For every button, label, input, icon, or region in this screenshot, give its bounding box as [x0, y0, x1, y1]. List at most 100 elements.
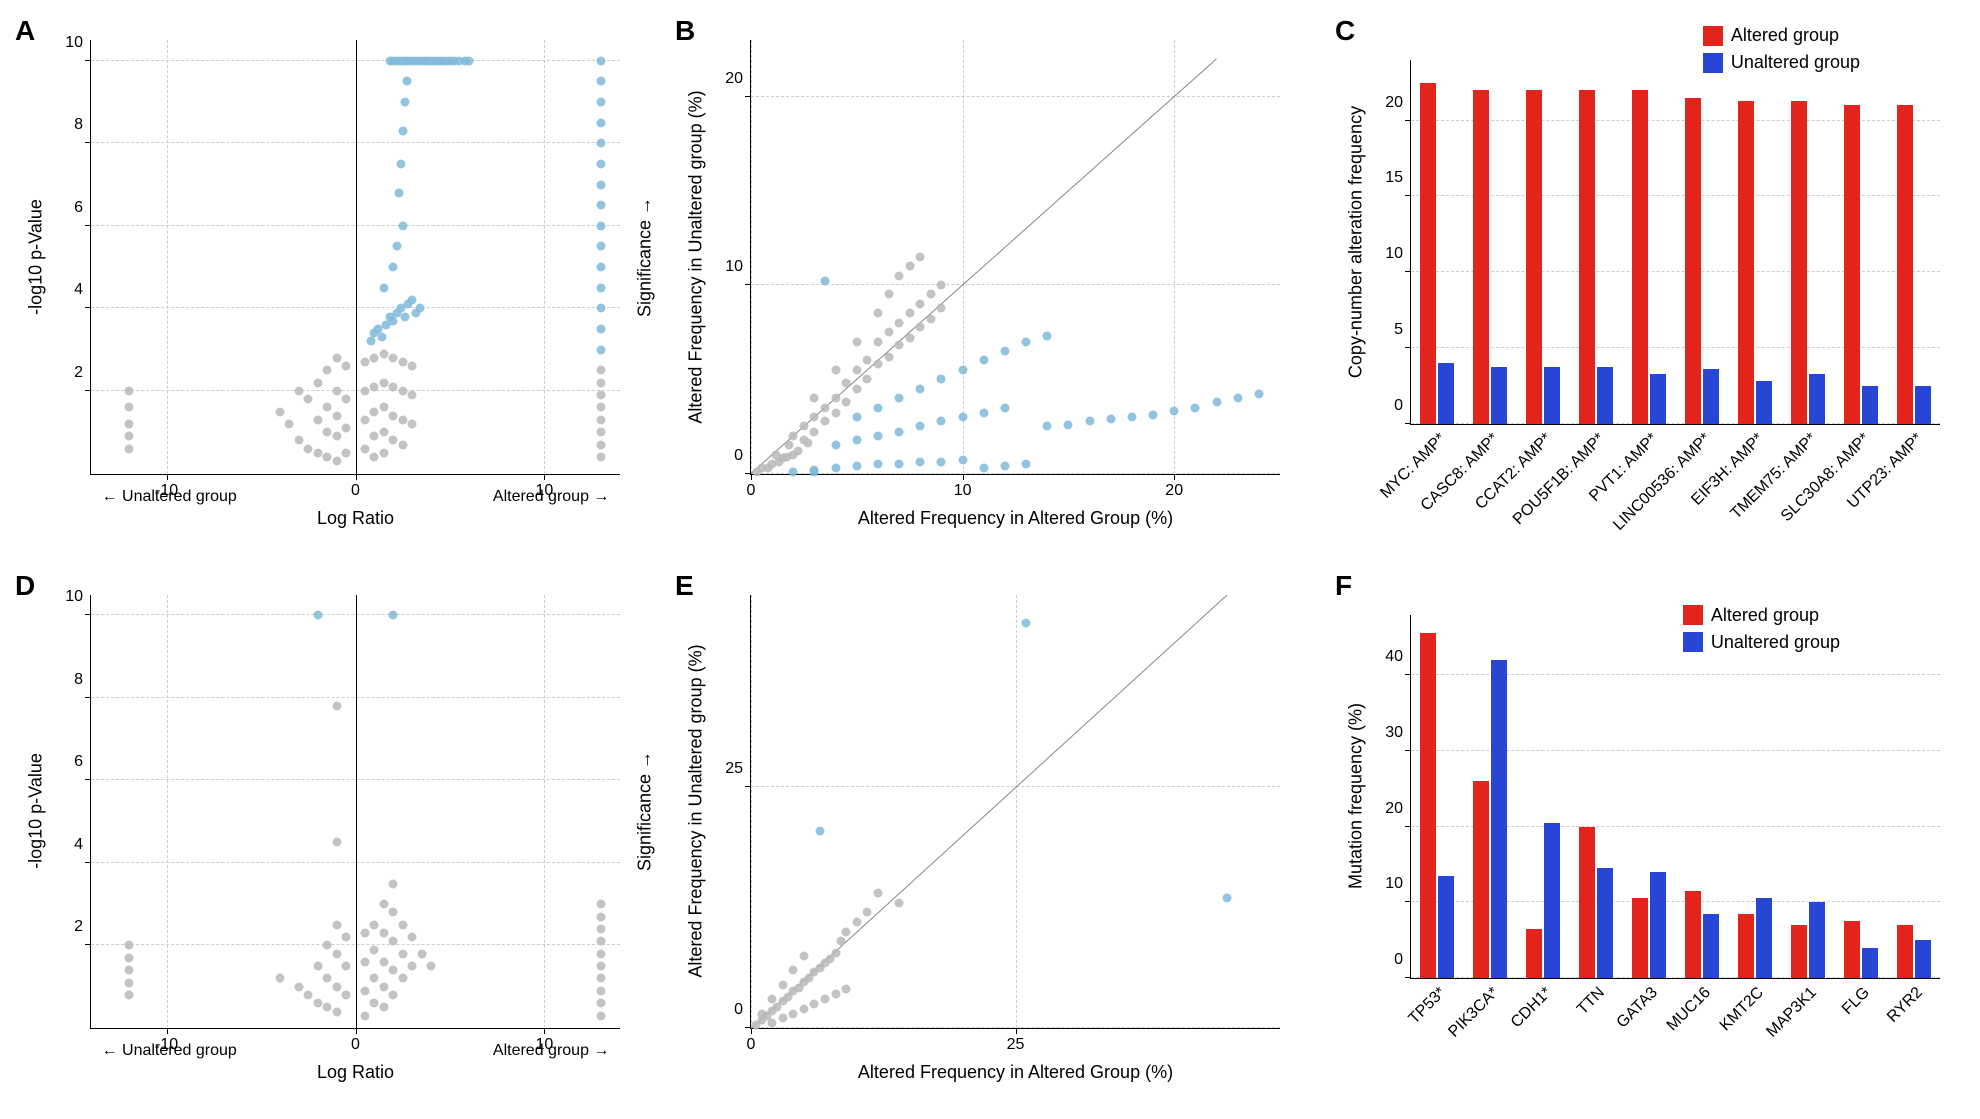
bar-category-label: KMT2C [1716, 984, 1767, 1035]
data-point [597, 937, 606, 946]
chart-a-rightlabel: Significance → [635, 197, 656, 317]
panel-d-label: D [15, 570, 35, 602]
data-point [332, 701, 341, 710]
bar-unaltered [1438, 363, 1454, 424]
y-tick: 8 [74, 116, 91, 134]
y-tick: 10 [725, 258, 751, 276]
data-point [597, 56, 606, 65]
data-point [597, 97, 606, 106]
chart-a-ylabel: -log10 p-Value [26, 199, 47, 315]
data-point [1000, 461, 1009, 470]
bar-altered [1473, 90, 1489, 423]
chart-d-xlabel: Log Ratio [317, 1062, 394, 1083]
bar-unaltered [1703, 914, 1719, 978]
data-point [275, 407, 284, 416]
data-point [370, 353, 379, 362]
data-point [294, 436, 303, 445]
data-point [810, 467, 819, 476]
chart-d-ylabel: -log10 p-Value [26, 753, 47, 869]
data-point [294, 982, 303, 991]
bar-unaltered [1438, 876, 1454, 978]
bar-altered [1420, 83, 1436, 424]
data-point [1223, 893, 1232, 902]
legend-item: Unaltered group [1683, 632, 1840, 653]
bar-altered [1473, 781, 1489, 978]
data-point [884, 328, 893, 337]
data-point [1170, 407, 1179, 416]
panel-c-label: C [1335, 15, 1355, 47]
data-point [863, 908, 872, 917]
data-point [370, 407, 379, 416]
bar-category-label: SLC30A8: AMP* [1778, 430, 1874, 526]
data-point [323, 428, 332, 437]
data-point [313, 999, 322, 1008]
data-point [342, 990, 351, 999]
data-point [768, 1019, 777, 1028]
panel-c: C Copy-number alteration frequency 05101… [1340, 20, 1960, 545]
data-point [393, 242, 402, 251]
data-point [360, 929, 369, 938]
data-point [370, 945, 379, 954]
bar-category-label: LINC00536: AMP* [1610, 430, 1715, 535]
data-point [389, 263, 398, 272]
chart-c-area: Copy-number alteration frequency 0510152… [1410, 60, 1940, 425]
bar-unaltered [1756, 381, 1772, 423]
data-point [1233, 394, 1242, 403]
data-point [1191, 403, 1200, 412]
data-point [597, 159, 606, 168]
y-tick: 2 [74, 364, 91, 382]
data-point [597, 118, 606, 127]
data-point [124, 444, 133, 453]
data-point [1149, 411, 1158, 420]
bar-category-label: MUC16 [1664, 984, 1715, 1035]
data-point [1127, 412, 1136, 421]
data-point [400, 97, 409, 106]
data-point [852, 365, 861, 374]
data-point [396, 159, 405, 168]
data-point [852, 412, 861, 421]
data-point [597, 201, 606, 210]
panel-b: B Altered Frequency in Unaltered group (… [680, 20, 1300, 545]
y-tick: 6 [74, 753, 91, 771]
data-point [958, 365, 967, 374]
data-point [389, 611, 398, 620]
data-point [389, 908, 398, 917]
data-point [389, 353, 398, 362]
left-annotation: ← Unaltered group [102, 1042, 237, 1060]
data-point [979, 463, 988, 472]
data-point [389, 436, 398, 445]
data-point [842, 379, 851, 388]
data-point [313, 415, 322, 424]
data-point [778, 1014, 787, 1023]
bar-unaltered [1756, 898, 1772, 978]
bar-unaltered [1650, 374, 1666, 424]
data-point [379, 403, 388, 412]
y-tick: 5 [1394, 321, 1411, 339]
data-point [979, 409, 988, 418]
data-point [394, 188, 403, 197]
bar-altered [1579, 827, 1595, 978]
data-point [402, 77, 411, 86]
bar-category-label: GATA3 [1614, 984, 1662, 1032]
data-point [379, 448, 388, 457]
panel-a: A -log10 p-Value Significance → Log Rati… [20, 20, 640, 545]
data-point [597, 378, 606, 387]
data-point [597, 221, 606, 230]
data-point [895, 341, 904, 350]
data-point [873, 460, 882, 469]
data-point [398, 440, 407, 449]
data-point [1022, 337, 1031, 346]
data-point [408, 933, 417, 942]
data-point [597, 366, 606, 375]
data-point [852, 435, 861, 444]
y-tick: 8 [74, 671, 91, 689]
bar-altered [1738, 914, 1754, 978]
data-point [408, 296, 417, 305]
data-point [379, 378, 388, 387]
data-point [905, 262, 914, 271]
chart-d-area: -log10 p-Value Significance → Log Ratio … [90, 595, 620, 1030]
legend-swatch [1683, 605, 1703, 625]
data-point [323, 1003, 332, 1012]
panel-a-label: A [15, 15, 35, 47]
data-point [597, 180, 606, 189]
